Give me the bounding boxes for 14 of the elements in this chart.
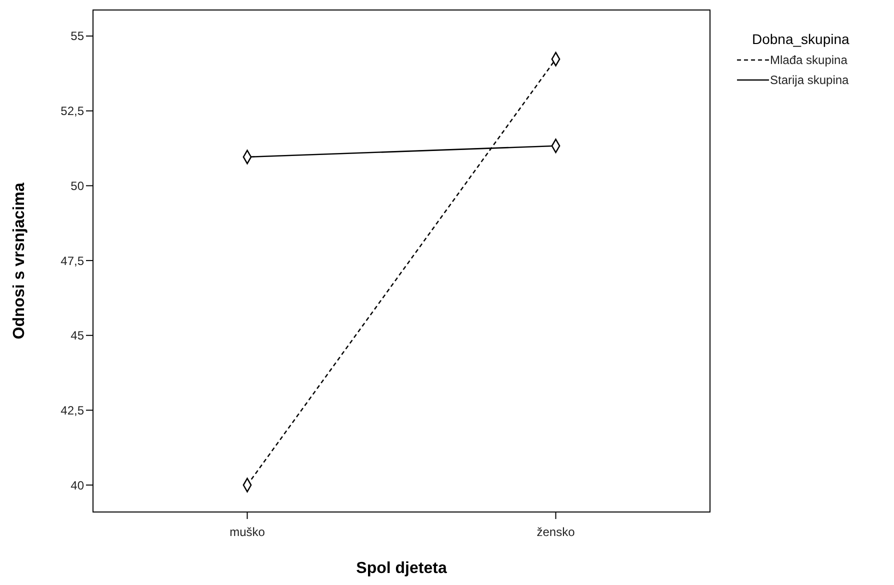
y-tick-label: 40 bbox=[70, 478, 84, 492]
y-axis-title: Odnosi s vrsnjacima bbox=[11, 182, 28, 340]
x-tick-label: žensko bbox=[536, 525, 576, 539]
y-tick-label: 42,5 bbox=[60, 403, 84, 418]
y-tick-label: 52,5 bbox=[60, 104, 84, 118]
y-tick-label: 45 bbox=[70, 328, 84, 343]
x-tick-label: muško bbox=[230, 525, 266, 539]
legend-title: Dobna_skupina bbox=[752, 31, 850, 47]
y-tick-label: 47,5 bbox=[60, 254, 84, 268]
legend-label: Mlađa skupina bbox=[770, 53, 848, 68]
y-tick-label: 55 bbox=[70, 29, 84, 44]
x-axis-title: Spol djeteta bbox=[356, 560, 447, 577]
y-tick-label: 50 bbox=[70, 178, 84, 193]
legend-label: Starija skupina bbox=[770, 73, 850, 88]
